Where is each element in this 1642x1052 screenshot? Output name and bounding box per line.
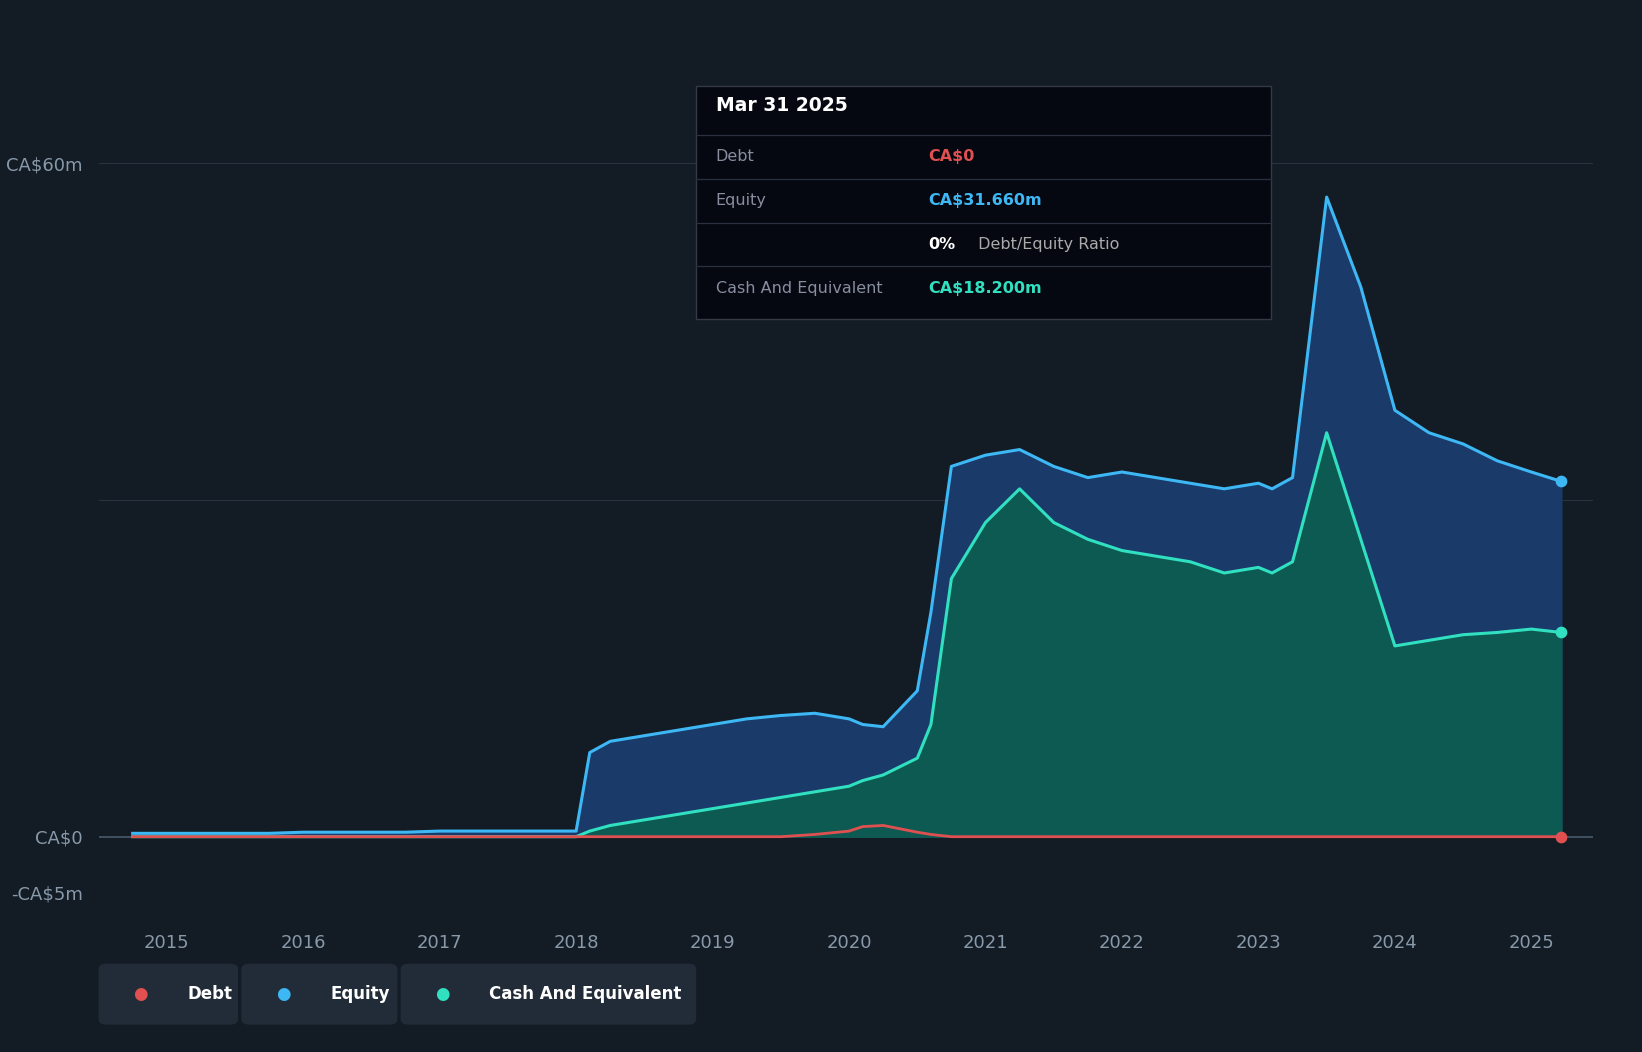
Text: Cash And Equivalent: Cash And Equivalent (489, 985, 681, 1004)
Point (1548, 828, 1575, 845)
Text: Equity: Equity (716, 194, 767, 208)
Text: Cash And Equivalent: Cash And Equivalent (716, 281, 882, 296)
Text: ●: ● (276, 985, 291, 1004)
Text: Debt/Equity Ratio: Debt/Equity Ratio (972, 237, 1118, 252)
Text: Debt: Debt (187, 985, 232, 1004)
Text: CA$18.200m: CA$18.200m (928, 281, 1041, 296)
Text: Equity: Equity (330, 985, 389, 1004)
Text: Mar 31 2025: Mar 31 2025 (716, 97, 847, 116)
Text: CA$31.660m: CA$31.660m (928, 194, 1041, 208)
Text: CA$0: CA$0 (928, 149, 974, 164)
Point (1548, 624, 1575, 641)
Text: ●: ● (435, 985, 450, 1004)
Text: 0%: 0% (928, 237, 956, 252)
FancyBboxPatch shape (696, 86, 1271, 319)
Text: Debt: Debt (716, 149, 754, 164)
Text: ●: ● (133, 985, 148, 1004)
Point (1548, 473, 1575, 490)
